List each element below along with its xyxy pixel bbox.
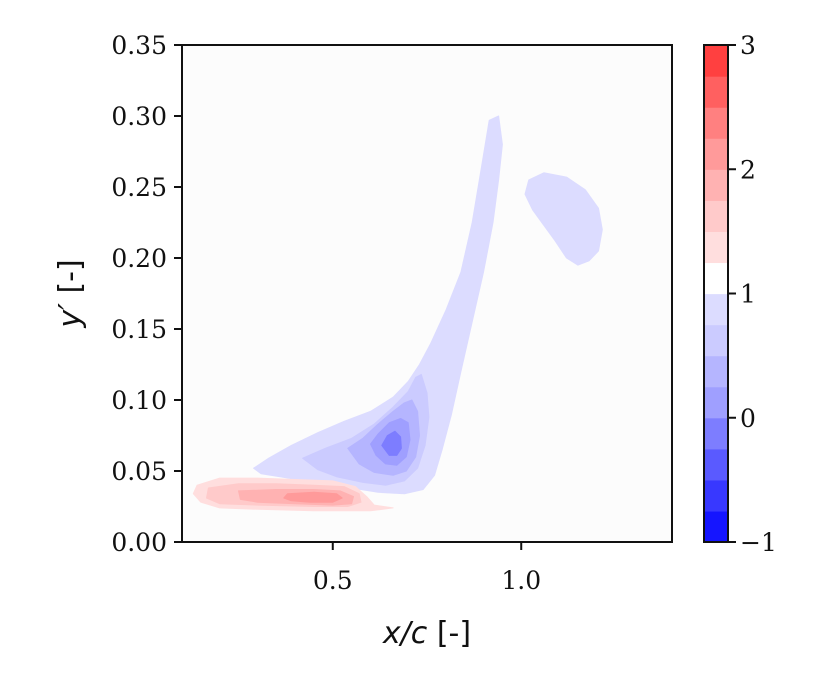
y-tick-label: 0.00 [111,528,167,557]
colorbar-segment [704,448,728,481]
colorbar: −1 0 1 2 3 [703,31,777,557]
colorbar-segment [704,107,728,139]
colorbar-tick-label: −1 [740,528,777,557]
low-region-level-5 [381,430,402,456]
colorbar-segment [704,324,728,357]
x-axis: 0.5 1.0 [313,542,541,595]
colorbar-tick-label: 3 [740,31,756,60]
high-region-level-4 [283,491,343,503]
y-axis-label-unit: [-] [53,259,88,303]
x-tick-label: 0.5 [313,566,353,595]
plot-area [181,44,673,543]
colorbar-segment [704,510,728,543]
y-tick-label: 0.15 [111,315,167,344]
colorbar-segment [704,76,728,108]
colorbar-segment [704,355,728,388]
colorbar-tick-label: 2 [740,155,756,184]
y-tick-label: 0.05 [111,457,167,486]
y-tick-label: 0.10 [111,386,167,415]
y-tick-label: 0.35 [111,31,167,60]
colorbar-segment [704,417,728,450]
x-axis-label: x/c [-] [382,616,471,651]
x-axis-label-symbol: x/c [382,616,428,651]
colorbar-segment [704,231,728,264]
colorbar-segment [704,138,728,170]
plot-frame [181,44,673,543]
colorbar-segment [704,200,728,232]
low-region-main-level-1 [253,115,503,495]
x-tick-label: 1.0 [501,566,541,595]
colorbar-segment [704,45,728,77]
colorbar-tick-label: 0 [740,404,756,433]
colorbar-segment [704,293,728,326]
y-tick-label: 0.30 [111,102,167,131]
contour-regions [192,115,603,512]
low-region-upper-level-1 [524,172,603,266]
y-axis: 0.00 0.05 0.10 0.15 0.20 0.25 0.30 0.35 [111,31,182,557]
colorbar-tick-label: 1 [740,280,756,309]
colorbar-segment [704,169,728,201]
y-axis-label-symbol: y′ [53,303,88,329]
y-tick-label: 0.25 [111,173,167,202]
colorbar-segment [704,479,728,512]
y-axis-label: y′ [-] [53,259,88,328]
x-axis-label-unit: [-] [427,616,471,651]
y-tick-label: 0.20 [111,244,167,273]
colorbar-segment [704,262,728,295]
colorbar-segment [704,386,728,419]
